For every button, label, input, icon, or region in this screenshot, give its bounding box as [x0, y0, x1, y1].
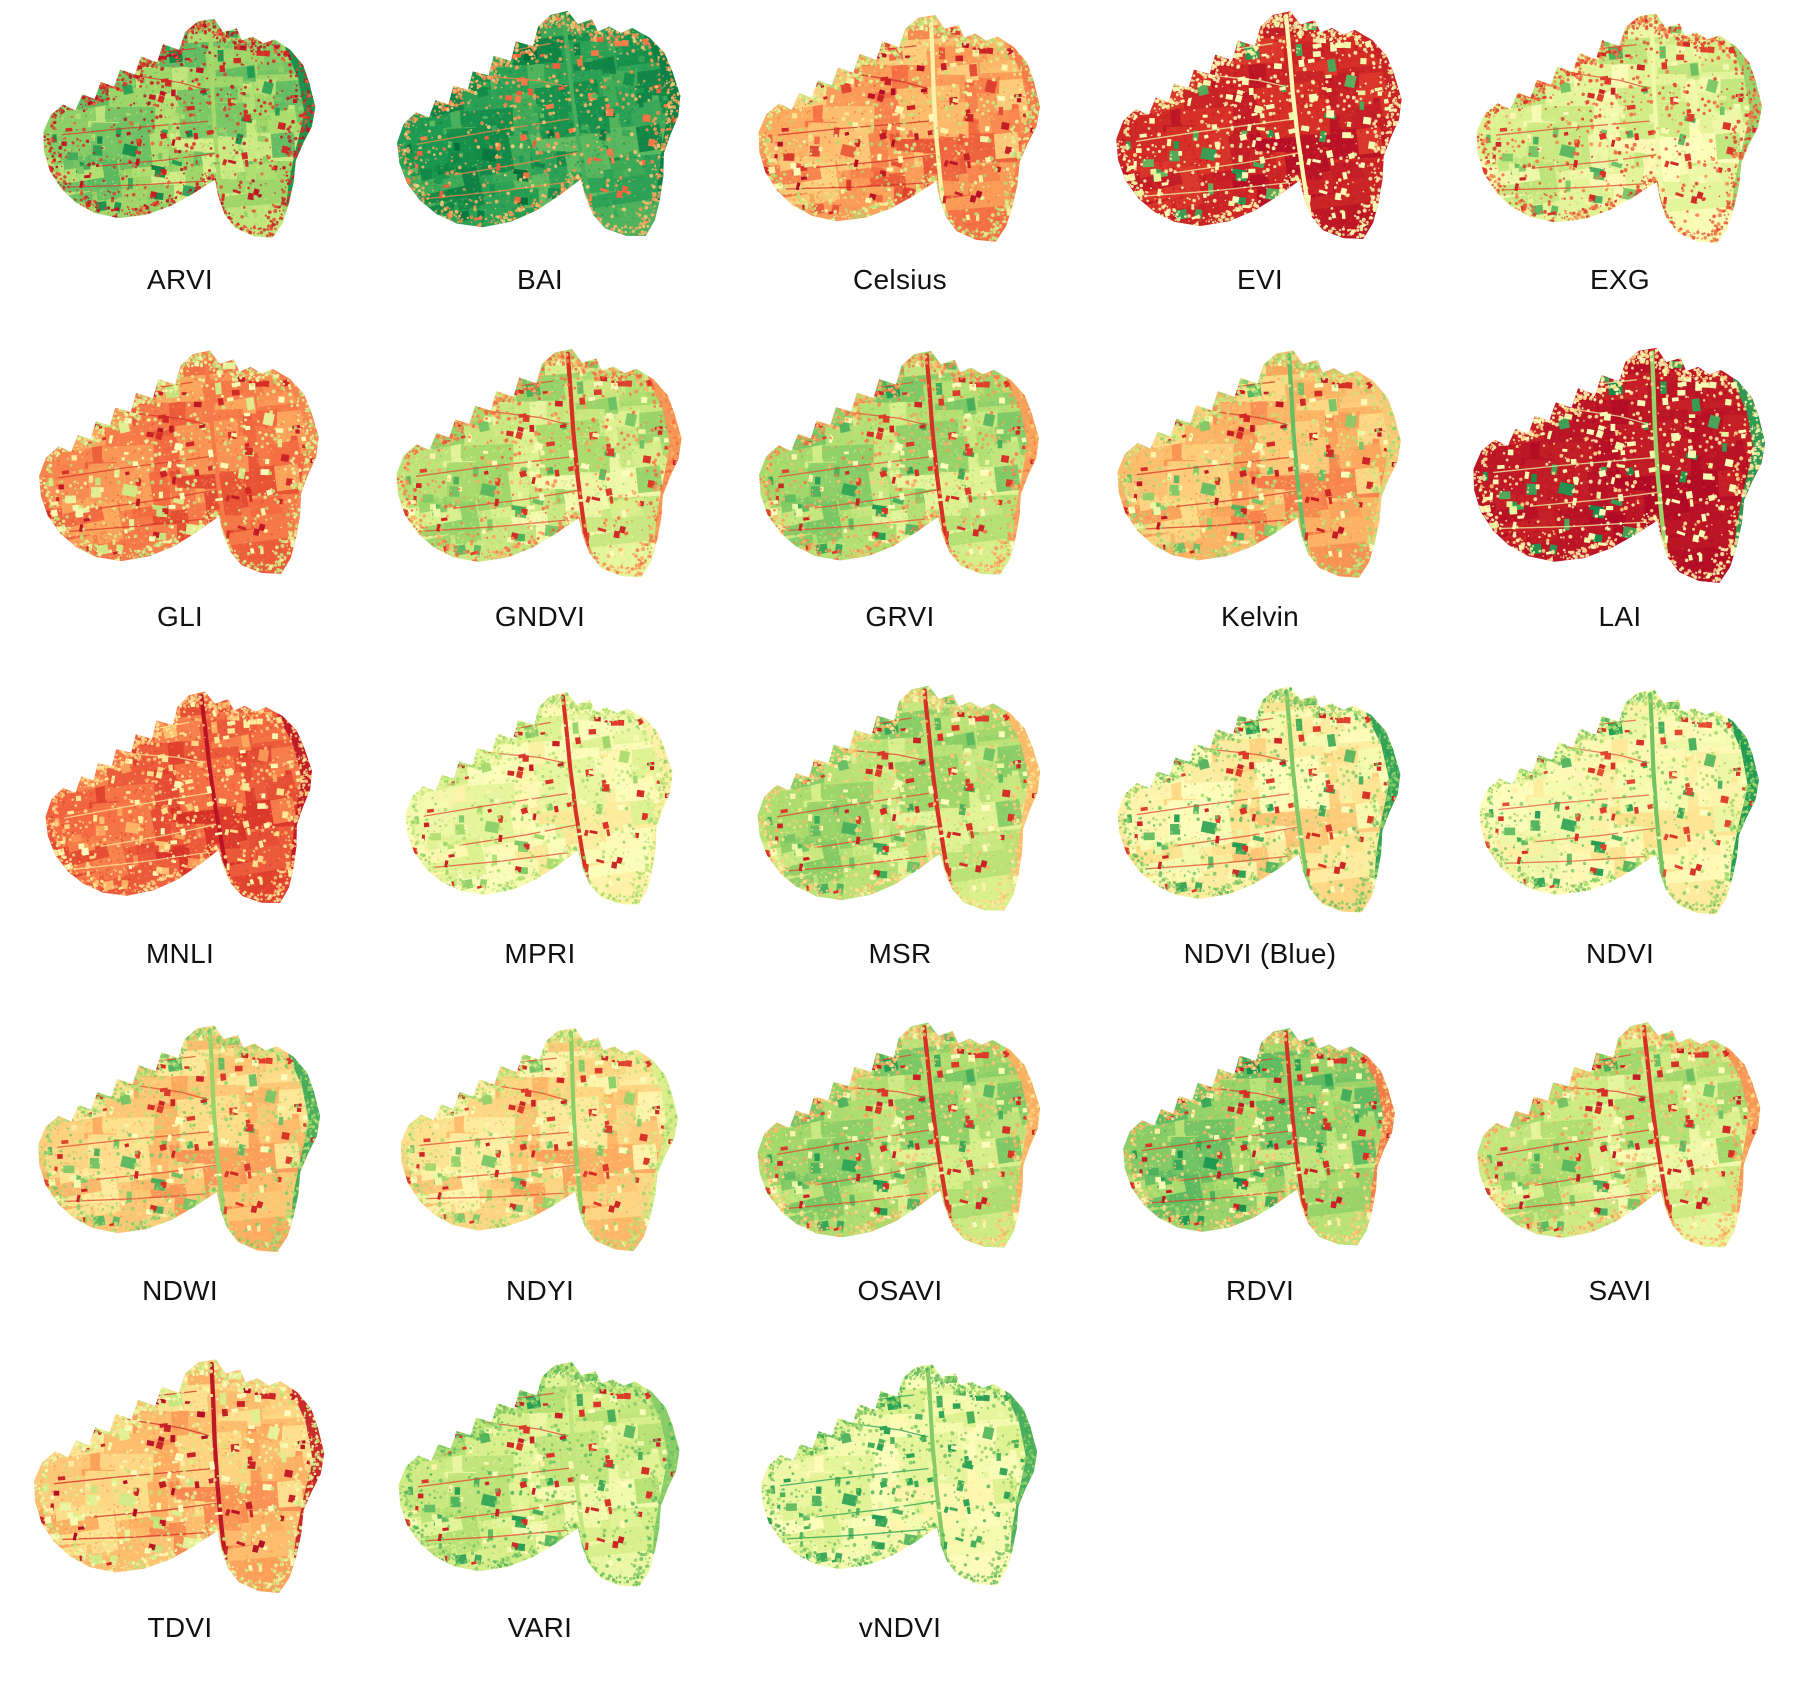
index-map-label: NDVI	[1585, 938, 1655, 969]
index-map-canvas-mnli	[29, 680, 331, 922]
index-map-canvas-ndvi	[1469, 680, 1771, 922]
index-map-label: GLI	[156, 601, 204, 632]
index-map-panel-mnli: MNLI	[0, 674, 360, 1011]
index-map-canvas-lai	[1469, 343, 1771, 585]
index-map-label: RDVI	[1225, 1275, 1295, 1306]
index-map-panel-ndvi: NDVI	[1440, 674, 1800, 1011]
index-map-label: vNDVI	[858, 1612, 942, 1643]
index-map-label: GNDVI	[494, 601, 586, 632]
index-map-panel-vndvi: vNDVI	[720, 1348, 1080, 1685]
index-map-canvas-gndvi	[389, 343, 691, 585]
index-map-label: Kelvin	[1220, 601, 1300, 632]
index-map-label: BAI	[516, 264, 564, 295]
index-map-label: GRVI	[865, 601, 935, 632]
index-map-label: NDYI	[505, 1275, 575, 1306]
index-map-canvas-osavi	[749, 1017, 1051, 1259]
index-map-label: NDWI	[142, 1275, 218, 1306]
index-map-label: SAVI	[1588, 1275, 1652, 1306]
index-map-panel-grvi: GRVI	[720, 337, 1080, 674]
index-map-canvas-ndwi	[29, 1017, 331, 1259]
index-map-label: LAI	[1598, 601, 1642, 632]
index-map-canvas-celsius	[749, 6, 1051, 248]
index-map-canvas-kelvin	[1109, 343, 1411, 585]
index-map-panel-ndwi: NDWI	[0, 1011, 360, 1348]
index-map-canvas-exg	[1469, 6, 1771, 248]
index-map-label: OSAVI	[857, 1275, 943, 1306]
index-map-panel-ndyi: NDYI	[360, 1011, 720, 1348]
index-map-canvas-tdvi	[29, 1354, 331, 1596]
index-map-canvas-msr	[749, 680, 1051, 922]
index-map-panel-lai: LAI	[1440, 337, 1800, 674]
index-map-label: MNLI	[145, 938, 215, 969]
index-map-panel-msr: MSR	[720, 674, 1080, 1011]
index-map-canvas-bai	[389, 6, 691, 248]
index-map-panel-ndvi-blue: NDVI (Blue)	[1080, 674, 1440, 1011]
index-map-panel-gndvi: GNDVI	[360, 337, 720, 674]
index-map-panel-rdvi: RDVI	[1080, 1011, 1440, 1348]
index-map-panel-osavi: OSAVI	[720, 1011, 1080, 1348]
index-map-panel-gli: GLI	[0, 337, 360, 674]
index-map-label: NDVI (Blue)	[1183, 938, 1337, 969]
index-map-panel-mpri: MPRI	[360, 674, 720, 1011]
index-map-label: MPRI	[504, 938, 576, 969]
index-map-panel-exg: EXG	[1440, 0, 1800, 337]
index-map-label: EXG	[1589, 264, 1651, 295]
index-map-panel-savi: SAVI	[1440, 1011, 1800, 1348]
index-map-canvas-evi	[1109, 6, 1411, 248]
index-map-canvas-ndyi	[389, 1017, 691, 1259]
index-map-canvas-ndvi-blue	[1109, 680, 1411, 922]
index-map-canvas-rdvi	[1109, 1017, 1411, 1259]
index-map-panel-celsius: Celsius	[720, 0, 1080, 337]
index-map-label: Celsius	[853, 264, 947, 295]
index-map-panel-bai: BAI	[360, 0, 720, 337]
index-map-label: TDVI	[147, 1612, 213, 1643]
index-map-panel-tdvi: TDVI	[0, 1348, 360, 1685]
index-map-label: ARVI	[146, 264, 214, 295]
index-map-canvas-mpri	[389, 680, 691, 922]
index-map-panel-kelvin: Kelvin	[1080, 337, 1440, 674]
index-map-canvas-vari	[389, 1354, 691, 1596]
index-map-canvas-vndvi	[749, 1354, 1051, 1596]
index-map-canvas-gli	[29, 343, 331, 585]
index-map-label: VARI	[507, 1612, 573, 1643]
index-map-panel-evi: EVI	[1080, 0, 1440, 337]
index-map-canvas-savi	[1469, 1017, 1771, 1259]
index-map-label: EVI	[1236, 264, 1284, 295]
index-map-label: MSR	[868, 938, 932, 969]
index-map-panel-arvi: ARVI	[0, 0, 360, 337]
index-map-panel-vari: VARI	[360, 1348, 720, 1685]
index-map-canvas-grvi	[749, 343, 1051, 585]
index-map-canvas-arvi	[29, 6, 331, 248]
